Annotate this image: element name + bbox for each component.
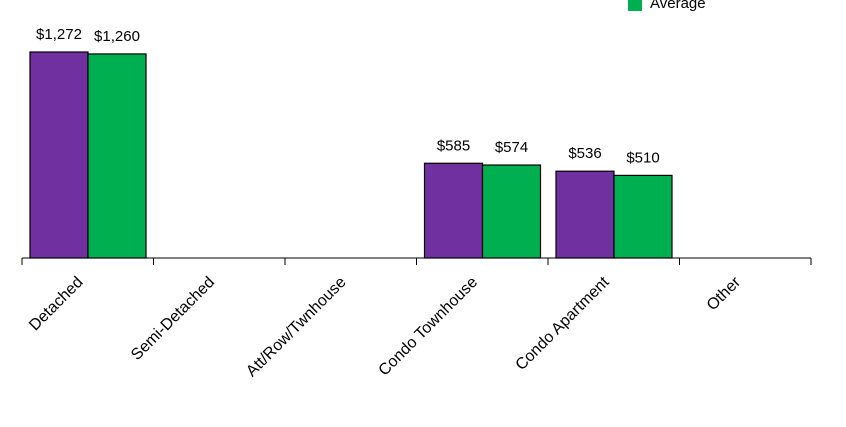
legend-swatch-series-2 xyxy=(628,0,642,11)
bar-value-label: $1,260 xyxy=(94,28,140,45)
category-label: Semi-Detached xyxy=(128,274,218,364)
bar-value-label: $585 xyxy=(437,137,470,154)
bar-value-label: $510 xyxy=(626,149,659,166)
category-label: Detached xyxy=(26,274,86,334)
bar-detached-series-1 xyxy=(29,51,89,259)
category-label: Other xyxy=(704,273,745,314)
category-label: Condo Apartment xyxy=(513,273,613,373)
bar-detached-series-2 xyxy=(87,53,147,259)
bar-value-label: $574 xyxy=(495,139,528,156)
chart-legend: Average xyxy=(628,0,706,12)
bar-condo-apartment-series-2 xyxy=(613,174,673,259)
bar-condo-apartment-series-1 xyxy=(555,170,615,259)
bar-value-label: $1,272 xyxy=(36,26,82,43)
category-label: Att/Row/Twnhouse xyxy=(243,274,349,380)
bar-value-label: $536 xyxy=(568,145,601,162)
category-label: Condo Townhouse xyxy=(376,274,482,380)
legend-label-series-2: Average xyxy=(650,0,706,12)
bar-condo-townhouse-series-1 xyxy=(423,162,484,259)
bar-condo-townhouse-series-2 xyxy=(481,164,542,259)
